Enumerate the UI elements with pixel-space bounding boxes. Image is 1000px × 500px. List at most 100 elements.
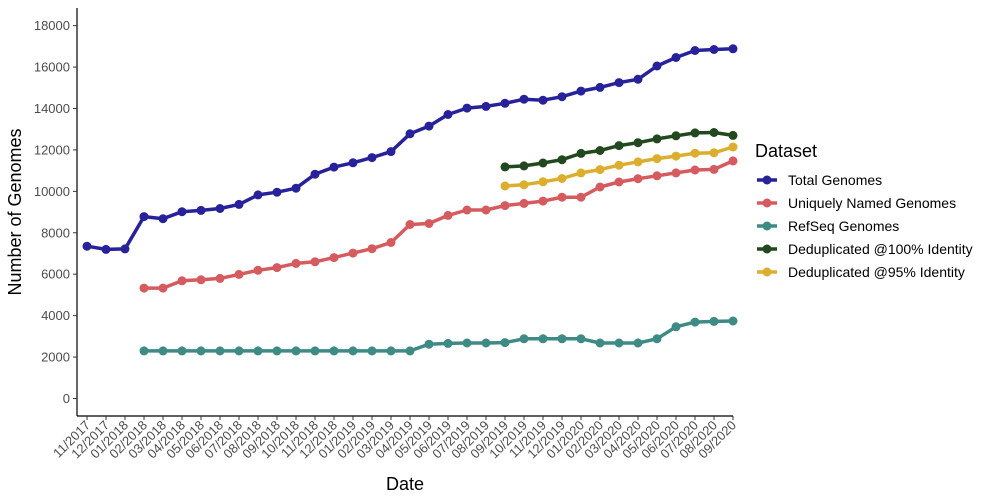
data-point (196, 205, 206, 215)
data-point (633, 174, 643, 184)
data-point (405, 129, 415, 139)
data-point (538, 196, 548, 206)
data-point (557, 334, 567, 344)
series-0 (82, 44, 738, 254)
data-point (728, 156, 738, 166)
data-point (671, 322, 681, 332)
data-point (367, 244, 377, 254)
data-point (671, 53, 681, 62)
y-tick-label: 18000 (34, 18, 70, 33)
data-point (576, 86, 586, 96)
y-tick-label: 4000 (41, 308, 70, 323)
data-point (405, 220, 415, 229)
data-point (538, 158, 548, 168)
data-point (557, 192, 567, 202)
series-2 (139, 316, 738, 356)
data-point (652, 61, 662, 71)
data-point (177, 207, 187, 217)
data-point (139, 283, 149, 293)
data-point (500, 338, 510, 348)
y-axis-title: Number of Genomes (5, 128, 25, 295)
legend-swatch-point (762, 221, 772, 231)
data-point (329, 162, 339, 172)
x-axis-ticks: 11/201712/201701/201802/201803/201804/20… (50, 416, 739, 461)
legend-item: Deduplicated @95% Identity (757, 264, 965, 280)
data-point (595, 82, 605, 92)
data-point (519, 161, 529, 171)
data-point (576, 192, 586, 202)
data-point (386, 147, 396, 157)
data-point (595, 146, 605, 155)
data-point (177, 346, 187, 356)
y-axis-ticks: 0 2000 4000 6000 8000 10000 12000 14000 16000 180… (34, 18, 77, 406)
data-point (234, 199, 244, 209)
data-point (348, 158, 358, 168)
data-point (519, 94, 529, 104)
data-point (614, 78, 624, 88)
legend-item: Total Genomes (757, 172, 882, 188)
data-point (481, 338, 491, 348)
data-point (310, 257, 320, 267)
data-point (652, 171, 662, 181)
data-point (595, 338, 605, 348)
data-point (614, 338, 624, 348)
legend-swatch-point (762, 244, 772, 254)
data-point (671, 131, 681, 141)
series-line (144, 159, 734, 290)
data-point (405, 346, 415, 356)
data-point (576, 148, 586, 158)
data-point (500, 98, 510, 108)
data-point (272, 263, 282, 273)
data-point (576, 334, 586, 344)
data-point (158, 346, 168, 356)
data-point (158, 214, 168, 224)
data-point (310, 346, 320, 356)
legend-label: RefSeq Genomes (788, 218, 899, 234)
data-point (367, 346, 377, 356)
data-point (443, 338, 453, 348)
legend-swatch-point (762, 175, 772, 185)
data-point (253, 190, 263, 200)
legend-label: Deduplicated @95% Identity (788, 264, 965, 280)
data-point (196, 346, 206, 356)
legend-label: Uniquely Named Genomes (788, 195, 956, 211)
data-point (690, 128, 700, 138)
y-tick-label: 12000 (34, 142, 70, 157)
legend-item: RefSeq Genomes (757, 218, 899, 234)
data-point (633, 157, 643, 167)
data-point (253, 346, 263, 356)
data-point (519, 334, 529, 344)
data-point (424, 121, 434, 131)
data-point (557, 155, 567, 165)
legend-label: Total Genomes (788, 172, 882, 188)
series-group (82, 44, 738, 356)
data-point (196, 275, 206, 285)
data-point (728, 44, 738, 54)
series-4 (500, 142, 738, 191)
data-point (709, 164, 719, 174)
data-point (728, 316, 738, 326)
data-point (158, 283, 168, 293)
data-point (633, 338, 643, 348)
axes (76, 8, 733, 417)
data-point (386, 346, 396, 356)
data-point (215, 346, 225, 356)
data-point (310, 169, 320, 179)
data-point (690, 317, 700, 327)
data-point (367, 153, 377, 163)
data-point (538, 334, 548, 344)
data-point (291, 346, 301, 356)
x-axis-title: Date (386, 474, 424, 494)
data-point (709, 128, 719, 137)
data-point (481, 101, 491, 111)
y-tick-label: 6000 (41, 267, 70, 282)
data-point (500, 162, 510, 172)
legend-swatch-point (762, 267, 772, 277)
data-point (690, 148, 700, 158)
data-point (633, 74, 643, 84)
legend-swatch-point (762, 198, 772, 208)
data-point (690, 46, 700, 55)
legend-label: Deduplicated @100% Identity (788, 241, 973, 257)
data-point (272, 187, 282, 197)
data-point (709, 45, 719, 54)
